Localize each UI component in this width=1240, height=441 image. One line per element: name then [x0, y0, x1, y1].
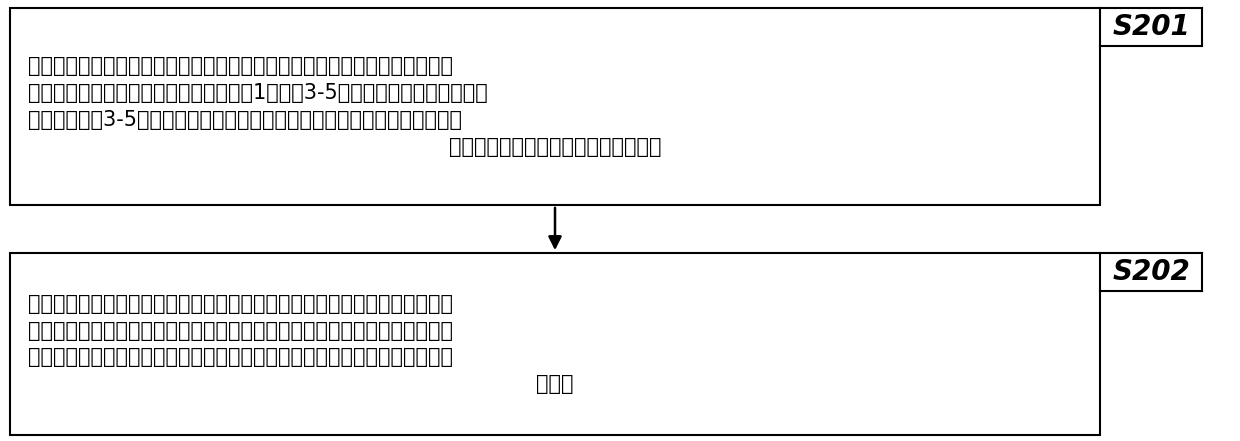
Text: 值，之后间隔3-5分钟（间隔时间可手动更改）再次测量眼内压力，与基准值: 值，之后间隔3-5分钟（间隔时间可手动更改）再次测量眼内压力，与基准值 [29, 110, 463, 130]
Bar [10, 8, 1100, 205]
Text: 眼内压力基准值测量阶段可设定颅内压力基准值，默认为正常压力值或术前测: 眼内压力基准值测量阶段可设定颅内压力基准值，默认为正常压力值或术前测 [29, 294, 453, 314]
Bar [10, 253, 1100, 435]
Text: 计算变化压力值；信息显示模块显示眼内压力、眼内压变化百分比、估算的颅: 计算变化压力值；信息显示模块显示眼内压力、眼内压变化百分比、估算的颅 [29, 348, 453, 367]
Text: 基于眼内压与颅内压的线性关系，直接测量眼内压力，根据眼内压力的变化程: 基于眼内压与颅内压的线性关系，直接测量眼内压力，根据眼内压力的变化程 [29, 56, 453, 76]
Text: 量值（需自行手动测量或腰大池有创测量），眼内压力变化后根据变化百分比: 量值（需自行手动测量或腰大池有创测量），眼内压力变化后根据变化百分比 [29, 321, 453, 340]
Text: S201: S201 [1112, 13, 1190, 41]
Text: S202: S202 [1112, 258, 1190, 286]
Text: 相比变化百分比为颅内压力变化百分比: 相比变化百分比为颅内压力变化百分比 [449, 137, 661, 157]
Text: 内压力: 内压力 [536, 374, 574, 394]
Text: 度，估算颅内压力的变化数值；首次测量1分钟内3-5次眼内压，取平均值为基准: 度，估算颅内压力的变化数值；首次测量1分钟内3-5次眼内压，取平均值为基准 [29, 83, 487, 103]
